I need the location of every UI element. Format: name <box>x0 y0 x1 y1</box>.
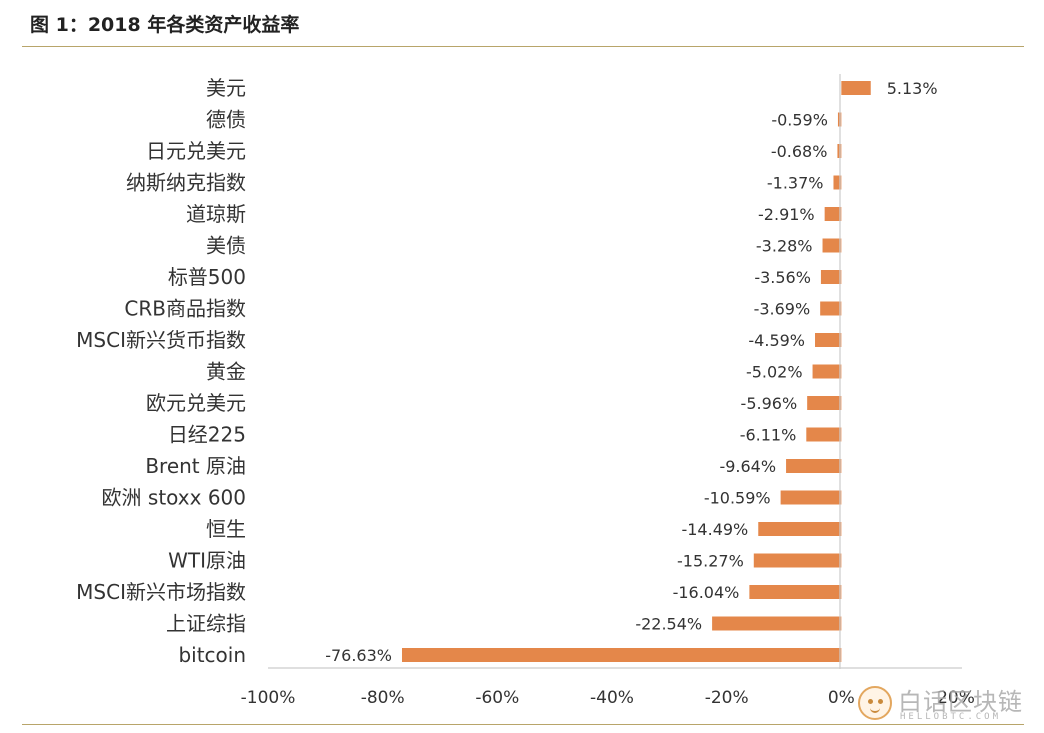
data-label: -15.27% <box>677 552 744 571</box>
data-label: -3.69% <box>754 300 811 319</box>
category-label: 欧洲 stoxx 600 <box>102 486 246 510</box>
category-label: 标普500 <box>168 265 246 289</box>
bar <box>758 522 842 536</box>
data-label: -14.49% <box>681 520 748 539</box>
bar <box>753 553 842 568</box>
watermark-subtext: HELLOBTC.COM <box>900 712 1002 722</box>
data-label: -5.96% <box>741 394 798 413</box>
bar <box>841 81 871 95</box>
bar <box>822 238 842 253</box>
data-label: -5.02% <box>746 363 803 382</box>
data-label: -9.64% <box>719 457 776 476</box>
category-label: 德债 <box>206 108 246 132</box>
data-label: -4.59% <box>748 331 805 350</box>
bar <box>812 364 842 379</box>
bar <box>833 175 842 190</box>
watermark-text: 白话区块链 <box>898 688 1023 716</box>
bar <box>820 270 842 284</box>
category-label: MSCI新兴货币指数 <box>76 328 246 352</box>
bar <box>401 648 842 662</box>
category-label: 日元兑美元 <box>146 139 246 163</box>
category-label: 美元 <box>206 76 246 100</box>
x-tick-label: -100% <box>241 688 296 708</box>
data-label: -76.63% <box>325 646 392 665</box>
data-label: -10.59% <box>704 489 771 508</box>
data-label: 5.13% <box>887 79 938 98</box>
x-tick-labels: -100% -80% -60% -40% -20% 0% 20% <box>241 688 975 708</box>
category-label: 美债 <box>206 234 246 258</box>
data-label: -0.59% <box>771 111 828 130</box>
x-tick-label: 0% <box>828 688 855 708</box>
category-label: CRB商品指数 <box>124 297 246 321</box>
title-rule <box>22 46 1024 47</box>
x-tick-label: -40% <box>590 688 634 708</box>
category-label: 黄金 <box>206 360 246 384</box>
x-tick-label: -20% <box>705 688 749 708</box>
data-labels: 5.13% -0.59% -0.68% -1.37% -2.91% -3.28% -3.56… <box>325 79 937 665</box>
x-tick-label: 20% <box>937 688 975 708</box>
bar <box>786 459 842 473</box>
bar <box>815 333 842 347</box>
category-label: bitcoin <box>178 643 246 667</box>
data-label: -0.68% <box>771 142 828 161</box>
data-label: -3.28% <box>756 237 813 256</box>
x-tick-label: -60% <box>475 688 519 708</box>
category-label: 欧元兑美元 <box>146 391 246 415</box>
bottom-rule <box>22 724 1024 725</box>
data-label: -22.54% <box>635 615 702 634</box>
category-label: MSCI新兴市场指数 <box>76 580 246 604</box>
bar <box>806 427 842 442</box>
category-label: 恒生 <box>206 517 246 541</box>
category-label: WTI原油 <box>168 549 246 573</box>
watermark: 白话区块链 HELLOBTC.COM <box>858 682 1038 726</box>
category-label: 纳斯纳克指数 <box>126 171 246 195</box>
category-label: Brent 原油 <box>145 454 246 478</box>
bar <box>780 490 842 505</box>
category-label: 道琼斯 <box>186 202 246 226</box>
data-label: -6.11% <box>740 426 797 445</box>
bar <box>820 301 842 316</box>
data-label: -16.04% <box>673 583 740 602</box>
category-label: 上证综指 <box>166 612 246 636</box>
data-label: -2.91% <box>758 205 815 224</box>
category-label: 日经225 <box>168 423 246 447</box>
bar <box>749 585 842 599</box>
bear-face-icon <box>858 686 892 720</box>
data-label: -1.37% <box>767 174 824 193</box>
bar <box>712 616 842 631</box>
bar <box>807 396 842 410</box>
axes <box>268 74 962 669</box>
bars <box>401 81 871 662</box>
bar <box>837 144 842 158</box>
data-label: -3.56% <box>754 268 811 287</box>
x-tick-label: -80% <box>361 688 405 708</box>
figure-title: 图 1：2018 年各类资产收益率 <box>30 14 300 36</box>
bar <box>824 207 842 221</box>
